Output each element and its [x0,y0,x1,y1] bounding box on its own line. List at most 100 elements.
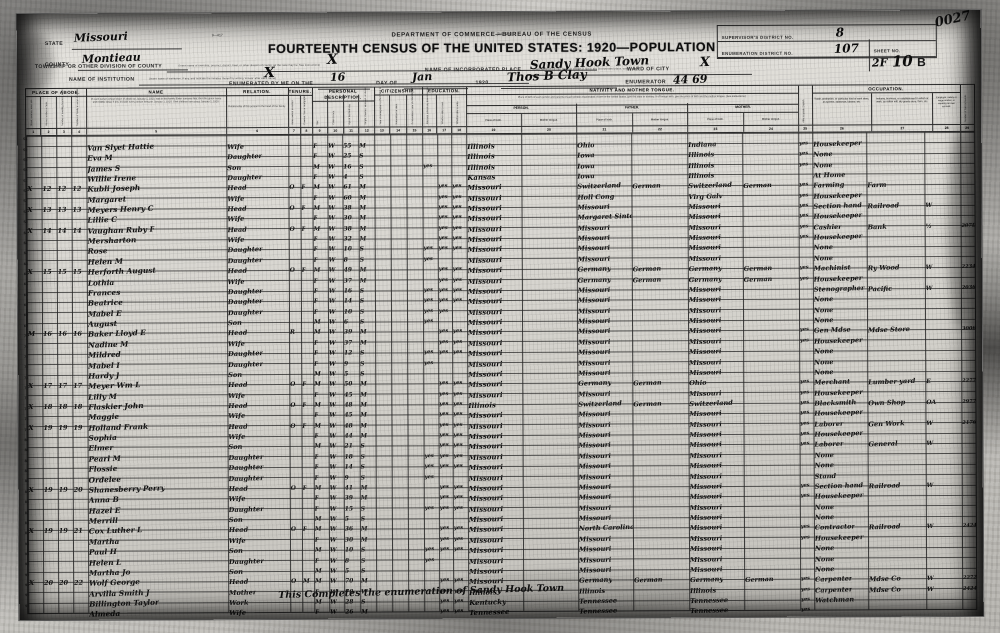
cell-relation: Son [228,546,244,556]
line-number: 52 [23,147,28,152]
enumerated-day: 16 [329,70,346,85]
line-number: 58 [23,209,28,214]
cell-relation: Son [229,567,244,577]
col-year-immigration-text: Year of immigration to the United States… [378,87,382,125]
col-able-to-read-text: Whether able to read. [441,101,445,125]
cell-name: Beatrice [87,297,124,309]
cell-name: Wolf George [89,577,141,589]
colnum-1: 1 [26,128,42,136]
census-data-body: 51 Van Slyet Hattie Wife F W 55 M Illinois Ohio I… [23,131,977,619]
line-number: 77 [24,406,29,411]
cell-name: Rose [87,246,108,257]
line-number: 64 [23,272,28,277]
cell-dwelling-number: 19 [58,485,69,494]
cell-relation: Head [227,266,248,276]
cell-relation: Wife [228,391,246,400]
cell-occupation: Stand [814,471,837,481]
cell-speaks-english: yes [801,606,811,614]
group-place-of-abode: PLACE OF ABODE. Street, avenue, road, et… [26,88,88,136]
cell-birthplace: Tennessee [469,607,510,618]
cell-name: Merrill [88,515,119,526]
cell-birthplace: Missouri [467,265,503,276]
group-name: NAME of each person whose place of abode… [86,88,228,135]
cell-birthplace: Missouri [468,358,503,369]
line-number: 96 [25,603,30,608]
line-number: 81 [24,448,29,453]
colnum-26: 26 [812,125,873,132]
numrow-name: 5 [86,127,227,135]
group-education: EDUCATION. Attended school any time sinc… [422,87,468,134]
subgroup-person-label: PERSON. [466,103,577,115]
cell-name: Sophia [88,432,118,443]
cell-birthplace: Missouri [467,327,503,338]
col-free-mortgaged-text: If owned, free or mortgaged. [303,94,307,125]
cell-family-number: 22 [74,578,84,588]
line-number: 95 [25,593,30,598]
cell-birthplace: Kentucky [469,596,507,608]
cell-name: Ordelee [88,474,122,485]
line-number: 66 [23,292,28,297]
cell-marital-status: M [361,608,369,616]
col-race-text: Color or race. [332,110,336,125]
cell-name: Paul H [88,547,118,557]
cell-birthplace: Missouri [467,317,503,328]
ward-value: X [699,54,711,71]
colnum-14: 14 [390,127,407,134]
cell-age: 26 [345,608,354,617]
cell-father-birthplace: Tennessee [579,606,618,617]
cell-birthplace: Missouri [468,379,503,390]
cell-name: Mabel I [88,360,121,371]
cell-dwelling-number: 13 [57,205,67,214]
line-number: 59 [23,220,28,225]
group-sub-relation: Relationship of this person to the head … [228,104,286,109]
enumerator-name: Thos B Clay [506,67,587,85]
cell-relation: Wife [229,609,247,618]
line-number: 90 [24,541,30,546]
line-number: 72 [24,355,29,360]
district-block: SUPERVISOR'S DISTRICT NO. 8 ENUMERATION … [716,24,937,72]
cell-birthplace: Missouri [468,514,504,525]
cell-name: Mabel E [87,308,123,319]
cell-name: Helen M [87,256,124,267]
cell-dwelling-number: 16 [58,330,68,339]
col-trade-profession: Trade, profession, or particular kind of… [812,93,873,126]
cell-occupation: None [813,295,834,304]
cell-relation: Head [228,484,249,494]
cell-birthplace: Missouri [467,306,503,317]
cell-birthplace: Missouri [467,234,503,245]
cell-dwelling-number: 20 [59,578,69,588]
line-number: 85 [24,489,29,494]
colnum-29: 29 [965,125,970,130]
cell-birthplace: Missouri [468,524,504,535]
cell-birthplace: Missouri [468,368,503,380]
form-title: FOURTEENTH CENSUS OF THE UNITED STATES: … [267,40,716,57]
cell-family-number: 20 [73,485,84,494]
census-form-page: STATE Missouri COUNTY Montieau TOWNSHIP … [16,8,984,621]
cell-name: Helen L [88,557,122,568]
cell-name: Frances [87,287,121,298]
cell-relation: Wife [228,432,246,442]
cell-birthplace: Missouri [467,223,503,234]
state-field[interactable]: Missouri [71,30,182,50]
line-number: 87 [24,510,29,515]
cell-occupation: None [813,160,833,170]
cell-family-number: 18 [73,402,83,411]
sheet-value: 10 [891,51,914,71]
cell-birthplace: Missouri [467,213,503,224]
cell-name: Lothia [87,277,115,288]
line-number: 54 [23,168,28,173]
line-number: 93 [25,572,30,577]
cell-family-number: 14 [72,226,82,235]
cell-industry: Farm [867,181,887,190]
line-number: 91 [25,552,30,557]
numrow-personal-description: 9 10 11 12 [312,126,375,134]
cell-occupation: None [813,253,834,263]
cell-birthplace: Kansas [467,172,496,183]
cell-relation: Head [229,577,249,587]
cell-house-number: 12 [42,184,52,194]
cell-occupation: None [814,347,834,356]
cell-birthplace: Missouri [468,410,504,421]
supervisor-label: SUPERVISOR'S DISTRICT NO. [721,34,794,41]
cell-sex: F [315,609,320,617]
numrow-language: 25 [798,124,813,132]
